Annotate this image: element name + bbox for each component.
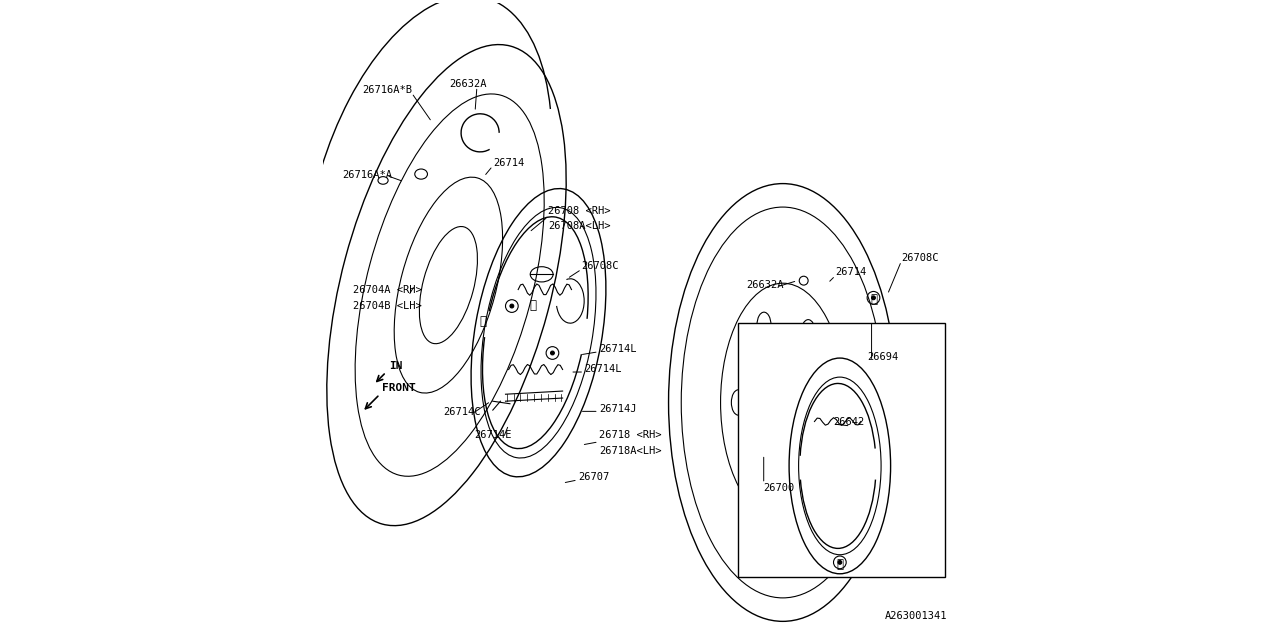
Text: 26718A<LH>: 26718A<LH> [599,445,662,456]
Text: 26708A<LH>: 26708A<LH> [548,221,611,231]
Ellipse shape [838,561,842,564]
Bar [739,323,945,577]
Text: 26704B <LH>: 26704B <LH> [353,301,422,311]
Text: FRONT: FRONT [381,383,416,393]
Text: 26714: 26714 [493,157,524,168]
Text: ①: ① [836,558,844,571]
Text: 26708C: 26708C [581,261,620,271]
Text: ①: ① [870,293,877,306]
Text: ①: ① [479,315,486,328]
Text: 26632A: 26632A [449,79,488,89]
Text: 26642: 26642 [833,417,865,426]
Text: 26714: 26714 [836,268,867,277]
Text: 26708 <RH>: 26708 <RH> [548,206,611,216]
Text: 26700: 26700 [764,483,795,493]
Text: 26632A: 26632A [746,280,785,290]
Text: A263001341: A263001341 [884,611,947,621]
Ellipse shape [872,296,876,300]
Text: 26714E: 26714E [474,431,511,440]
Text: 26714C: 26714C [443,407,481,417]
Text: 26714L: 26714L [584,365,622,374]
Text: 26694: 26694 [867,352,899,362]
Text: 26714J: 26714J [599,404,636,414]
Text: 26707: 26707 [577,472,609,482]
Text: 26708C: 26708C [901,253,940,263]
Text: 26718 <RH>: 26718 <RH> [599,431,662,440]
Text: ①: ① [530,299,538,312]
Ellipse shape [509,304,513,308]
Ellipse shape [550,351,554,355]
Text: IN: IN [389,361,402,371]
Text: 26716A*A: 26716A*A [342,170,392,180]
Text: 26716A*B: 26716A*B [362,85,412,95]
Text: 26714L: 26714L [599,344,636,353]
Text: 26704A <RH>: 26704A <RH> [353,285,422,294]
